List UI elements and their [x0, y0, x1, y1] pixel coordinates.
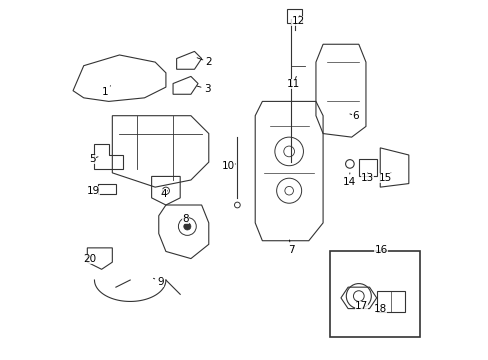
Circle shape: [183, 223, 190, 230]
Text: 9: 9: [153, 277, 163, 287]
Text: 18: 18: [373, 303, 386, 314]
Text: 8: 8: [182, 214, 188, 224]
Text: 14: 14: [342, 173, 355, 187]
Text: 2: 2: [197, 57, 212, 67]
Text: 4: 4: [161, 189, 167, 199]
Text: 15: 15: [378, 173, 391, 183]
Text: 5: 5: [89, 154, 98, 163]
Text: 3: 3: [197, 84, 210, 94]
Text: 20: 20: [83, 253, 97, 264]
Text: 10: 10: [222, 161, 235, 171]
Text: 13: 13: [360, 173, 374, 183]
Text: 12: 12: [291, 16, 304, 26]
Text: 7: 7: [287, 240, 294, 255]
Text: 16: 16: [374, 245, 387, 255]
Bar: [329, 251, 419, 337]
Text: 17: 17: [354, 301, 367, 311]
Bar: [287, 9, 301, 23]
Text: 1: 1: [102, 86, 110, 98]
Text: 6: 6: [349, 111, 358, 121]
Text: 19: 19: [87, 186, 100, 197]
Text: 11: 11: [286, 76, 300, 89]
